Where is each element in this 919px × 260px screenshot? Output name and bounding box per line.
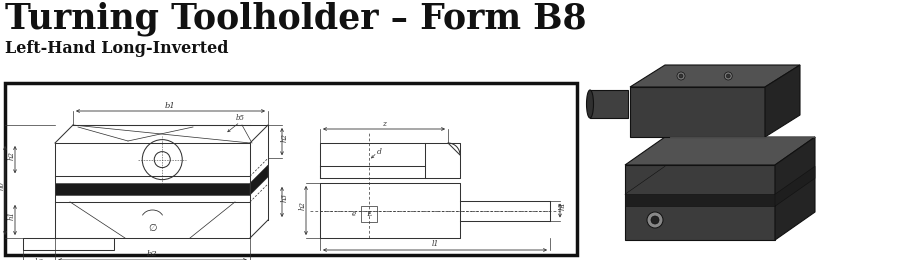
Text: h1: h1	[559, 202, 567, 211]
Text: e: e	[352, 210, 356, 218]
Circle shape	[647, 212, 663, 228]
Bar	[5, 83, 577, 255]
Text: h0: h0	[0, 181, 6, 191]
Bar	[590, 90, 628, 118]
Polygon shape	[625, 165, 775, 240]
Circle shape	[651, 216, 659, 224]
Text: b1: b1	[165, 101, 176, 109]
Text: b5: b5	[235, 114, 244, 122]
Text: z: z	[382, 120, 386, 127]
Polygon shape	[625, 137, 815, 165]
Polygon shape	[775, 137, 815, 240]
Polygon shape	[250, 165, 268, 195]
Polygon shape	[630, 65, 800, 87]
Text: $\emptyset$: $\emptyset$	[148, 221, 157, 233]
Bar	[361, 205, 377, 222]
Text: b2: b2	[147, 250, 158, 258]
Text: h2: h2	[299, 202, 307, 211]
Polygon shape	[775, 166, 815, 206]
Ellipse shape	[586, 90, 594, 118]
Text: h3: h3	[281, 193, 289, 202]
Bar	[55, 183, 250, 195]
Text: h2: h2	[8, 151, 16, 160]
Polygon shape	[765, 65, 800, 137]
Circle shape	[677, 72, 685, 80]
Polygon shape	[630, 87, 765, 137]
Text: h2: h2	[281, 133, 289, 142]
Text: E: E	[367, 210, 371, 218]
Text: h1: h1	[8, 211, 16, 220]
Circle shape	[724, 72, 732, 80]
Bar	[580, 0, 919, 260]
Text: l1: l1	[431, 240, 438, 249]
Circle shape	[679, 74, 683, 78]
Text: Left-Hand Long-Inverted: Left-Hand Long-Inverted	[5, 40, 229, 57]
Bar	[23, 238, 114, 250]
Circle shape	[726, 74, 731, 78]
Text: d: d	[377, 148, 382, 157]
Text: Turning Toolholder – Form B8: Turning Toolholder – Form B8	[5, 2, 586, 36]
Text: b3: b3	[35, 258, 43, 260]
Bar	[625, 194, 775, 206]
